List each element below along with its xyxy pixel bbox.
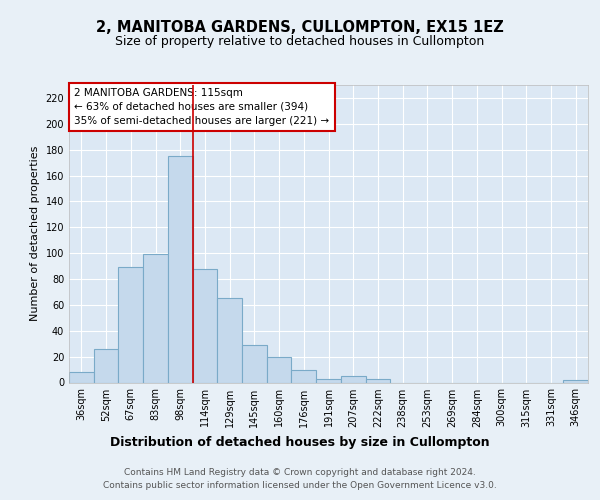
Text: 2 MANITOBA GARDENS: 115sqm
← 63% of detached houses are smaller (394)
35% of sem: 2 MANITOBA GARDENS: 115sqm ← 63% of deta… xyxy=(74,88,329,126)
Bar xyxy=(292,370,316,382)
Bar xyxy=(365,378,390,382)
Bar xyxy=(118,268,143,382)
Bar xyxy=(94,349,118,382)
Bar xyxy=(217,298,242,382)
Text: Contains public sector information licensed under the Open Government Licence v3: Contains public sector information licen… xyxy=(103,480,497,490)
Text: Size of property relative to detached houses in Cullompton: Size of property relative to detached ho… xyxy=(115,35,485,48)
Text: Contains HM Land Registry data © Crown copyright and database right 2024.: Contains HM Land Registry data © Crown c… xyxy=(124,468,476,477)
Bar xyxy=(563,380,588,382)
Y-axis label: Number of detached properties: Number of detached properties xyxy=(30,146,40,322)
Bar xyxy=(69,372,94,382)
Bar xyxy=(316,378,341,382)
Bar xyxy=(193,268,217,382)
Bar xyxy=(168,156,193,382)
Text: 2, MANITOBA GARDENS, CULLOMPTON, EX15 1EZ: 2, MANITOBA GARDENS, CULLOMPTON, EX15 1E… xyxy=(96,20,504,35)
Bar xyxy=(143,254,168,382)
Bar xyxy=(341,376,365,382)
Bar xyxy=(242,345,267,383)
Text: Distribution of detached houses by size in Cullompton: Distribution of detached houses by size … xyxy=(110,436,490,449)
Bar xyxy=(267,356,292,382)
